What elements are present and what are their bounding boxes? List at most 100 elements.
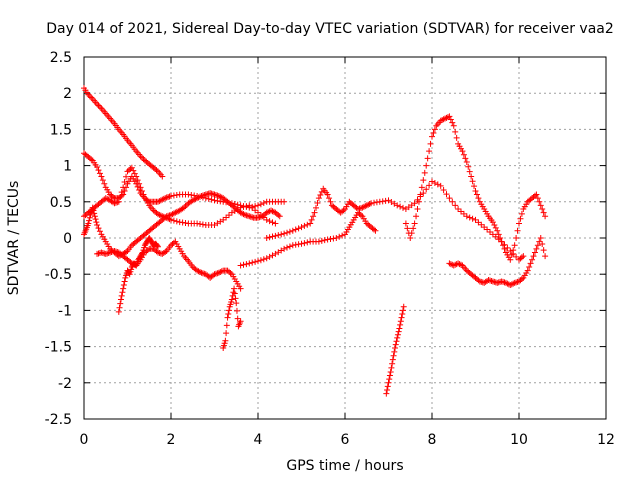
data-point-marker <box>197 193 203 200</box>
data-point-marker <box>172 209 179 216</box>
data-point-marker <box>85 220 92 227</box>
data-point-marker <box>393 338 400 345</box>
data-point-marker <box>463 213 470 220</box>
data-point-marker <box>136 186 143 193</box>
data-point-marker <box>169 211 176 218</box>
data-point-marker <box>272 232 279 239</box>
data-point-marker <box>240 203 247 210</box>
data-point-marker <box>237 318 244 325</box>
data-point-marker <box>514 227 521 234</box>
data-point-marker <box>394 334 401 341</box>
data-point-marker <box>215 193 222 200</box>
data-point-marker <box>411 220 418 227</box>
data-point-marker <box>534 242 541 249</box>
data-point-marker <box>443 191 450 198</box>
data-point-marker <box>399 311 406 318</box>
data-point-marker <box>88 94 95 101</box>
data-point-marker <box>534 195 541 202</box>
data-point-marker <box>237 209 244 216</box>
data-point-marker <box>315 195 322 202</box>
data-point-marker <box>391 348 398 355</box>
data-point-marker <box>397 203 404 210</box>
data-point-marker <box>452 202 459 209</box>
data-point-marker <box>394 202 401 209</box>
data-point-marker <box>268 207 275 214</box>
data-point-marker <box>121 179 128 186</box>
data-point-marker <box>249 259 256 266</box>
data-point-marker <box>192 195 199 202</box>
data-point-marker <box>94 101 101 108</box>
series-track-c <box>81 164 279 228</box>
data-point-marker <box>385 379 392 386</box>
y-tick-label: -1 <box>58 303 72 319</box>
data-point-marker <box>536 198 543 205</box>
data-point-marker <box>156 198 163 205</box>
data-point-marker <box>289 227 296 234</box>
data-point-marker <box>449 119 456 126</box>
data-point-marker <box>298 240 305 247</box>
data-point-marker <box>502 279 509 286</box>
data-point-marker <box>446 195 453 202</box>
data-point-marker <box>255 202 261 209</box>
data-point-marker <box>115 308 122 315</box>
data-point-marker <box>257 257 264 264</box>
data-point-marker <box>292 226 299 233</box>
data-point-marker <box>295 225 302 232</box>
data-point-marker <box>513 235 520 241</box>
data-point-marker <box>423 162 430 169</box>
data-point-marker <box>400 307 406 314</box>
data-point-marker <box>237 285 244 292</box>
data-point-marker <box>260 256 267 263</box>
data-point-marker <box>398 314 405 321</box>
data-point-marker <box>182 203 189 210</box>
data-point-marker <box>340 207 347 214</box>
data-point-marker <box>540 247 547 254</box>
x-axis-label: GPS time / hours <box>286 458 403 474</box>
data-point-marker <box>402 220 409 227</box>
data-point-marker <box>228 296 235 303</box>
data-point-marker <box>508 251 515 258</box>
data-point-marker <box>542 213 549 220</box>
data-point-marker <box>489 219 496 226</box>
data-point-marker <box>475 195 482 202</box>
data-point-marker <box>459 148 466 155</box>
data-point-marker <box>89 204 96 211</box>
data-point-marker <box>284 229 290 236</box>
data-point-marker <box>195 268 202 275</box>
data-point-marker <box>96 170 103 177</box>
data-point-marker <box>452 261 459 268</box>
data-point-marker <box>472 187 479 194</box>
x-tick-label: 8 <box>428 432 437 448</box>
data-point-marker <box>154 211 161 218</box>
data-point-marker <box>118 292 125 299</box>
x-tick-label: 6 <box>341 432 350 448</box>
data-point-marker <box>123 248 130 255</box>
data-point-marker <box>314 200 321 207</box>
data-point-marker <box>511 242 518 249</box>
data-point-marker <box>372 227 379 234</box>
data-point-marker <box>434 181 441 188</box>
data-point-marker <box>520 253 527 260</box>
data-point-marker <box>208 196 215 203</box>
data-point-marker <box>304 239 311 246</box>
data-point-marker <box>315 238 322 245</box>
data-point-marker <box>94 164 101 171</box>
data-point-marker <box>468 173 475 180</box>
data-point-marker <box>168 216 174 223</box>
data-point-marker <box>239 210 246 217</box>
data-point-marker <box>286 228 293 235</box>
data-point-marker <box>466 168 473 175</box>
y-tick-label: -2.5 <box>45 412 72 428</box>
x-tick-label: 2 <box>167 432 176 448</box>
data-point-marker <box>94 221 101 228</box>
data-point-marker <box>275 232 282 239</box>
data-point-marker <box>357 212 364 219</box>
data-point-marker <box>404 225 411 232</box>
data-point-marker <box>430 130 437 137</box>
data-point-marker <box>140 156 147 163</box>
data-point-marker <box>215 269 222 276</box>
data-point-marker <box>498 238 505 245</box>
data-point-marker <box>446 260 453 267</box>
data-point-marker <box>389 360 396 367</box>
data-point-marker <box>96 228 103 235</box>
